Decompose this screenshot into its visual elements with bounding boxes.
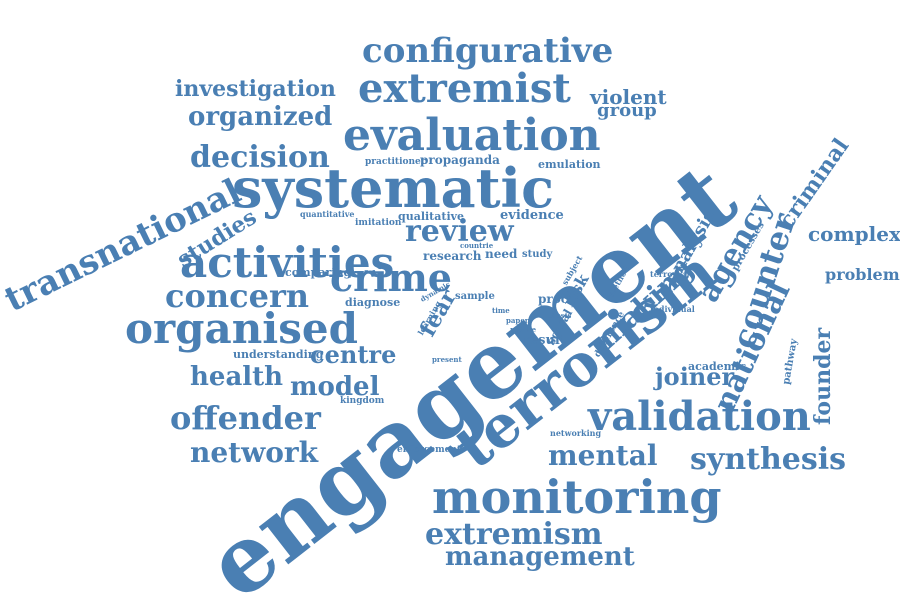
word-quantitative: quantitative xyxy=(300,209,355,220)
word-propaganda: propaganda xyxy=(420,153,500,168)
word-decision: decision xyxy=(190,140,330,176)
word-extremist: extremist xyxy=(358,65,571,113)
word-terrorist: terrorist xyxy=(650,269,689,280)
word-concern: concern xyxy=(165,276,310,315)
word-result: result xyxy=(523,333,566,349)
word-paper: paper xyxy=(506,316,529,326)
word-configurative: configurative xyxy=(362,31,614,72)
word-extremism: extremism xyxy=(425,517,603,553)
word-pathway: pathway xyxy=(780,337,800,386)
word-problem: problem xyxy=(825,264,900,284)
word-synthesis: synthesis xyxy=(690,442,847,478)
word-individual: individual xyxy=(650,304,695,315)
word-health: health xyxy=(190,361,284,392)
word-need: need xyxy=(485,247,518,262)
word-networking: networking xyxy=(550,428,602,439)
word-evidence: evidence xyxy=(500,208,564,224)
word-practitioner: practitioner xyxy=(365,156,426,167)
word-crime: crime xyxy=(330,254,452,300)
word-complex: complex xyxy=(808,221,900,246)
word-criminal: criminal xyxy=(773,133,855,234)
word-activities: activities xyxy=(180,237,395,287)
word-validation: validation xyxy=(588,393,811,441)
word-time: time xyxy=(492,306,510,316)
word-investigation: investigation xyxy=(175,75,336,102)
word-proc: proc xyxy=(538,292,569,307)
word-present: present xyxy=(432,355,462,365)
word-model: model xyxy=(290,371,380,402)
word-mental: mental xyxy=(548,439,658,473)
word-joiner: joiner xyxy=(655,362,735,392)
word-centre: centre xyxy=(310,340,397,370)
word-evaluation: evaluation xyxy=(343,109,601,161)
word-research: research xyxy=(423,249,482,264)
word-qualitative: qualitative xyxy=(398,209,465,223)
word-kingdom: kingdom xyxy=(340,395,385,406)
word-nature: nature xyxy=(510,325,537,335)
word-imitation: imitation xyxy=(355,217,402,228)
word-violent: violent xyxy=(590,84,667,109)
word-enforcement: enforcement xyxy=(397,444,462,455)
word-monitoring: monitoring xyxy=(432,470,722,525)
word-academic: academic xyxy=(688,359,747,373)
word-systematic: systematic xyxy=(232,155,554,220)
word-study: study xyxy=(522,248,553,260)
word-organised: organised xyxy=(125,303,358,353)
word-understanding: understanding xyxy=(233,347,324,361)
word-comparing: comparing xyxy=(285,265,352,279)
word-group: group xyxy=(597,100,657,122)
word-review: review xyxy=(405,214,514,250)
word-countrie: countrie xyxy=(460,241,494,251)
word-founder: founder xyxy=(809,327,836,425)
word-management: management xyxy=(445,541,635,572)
word-sample: sample xyxy=(455,290,495,302)
word-diagnose: diagnose xyxy=(345,295,401,309)
word-offender: offender xyxy=(170,398,321,437)
word-emulation: emulation xyxy=(538,157,601,171)
word-thesis: thesis xyxy=(548,311,572,321)
word-organized: organized xyxy=(188,101,333,132)
word-network: network xyxy=(190,436,319,470)
